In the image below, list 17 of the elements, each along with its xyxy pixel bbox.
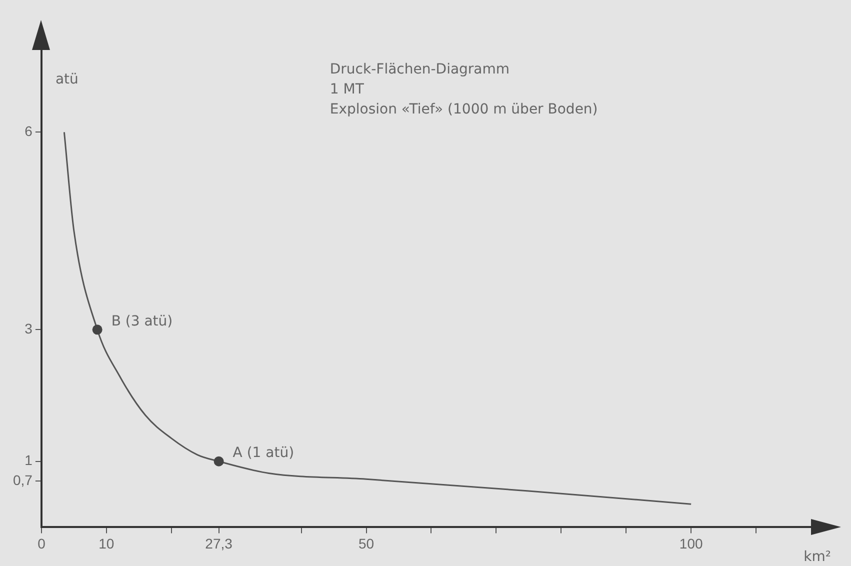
x-tick-label: 0: [38, 535, 46, 552]
line-series: [63, 131, 692, 505]
y-tick-label: 6: [24, 123, 33, 140]
x-tick-label: 10: [98, 535, 114, 552]
y-tick-label: 3: [24, 320, 33, 337]
x-tick-label: 27,3: [205, 535, 233, 552]
annotation: Explosion «Tief» (1000 m über Boden): [330, 102, 598, 118]
y-tick-label: 0,7: [12, 472, 33, 488]
x-tick-label: 50: [358, 535, 374, 552]
annotation: B (3 atü): [111, 313, 173, 330]
y-tick-label: 1: [24, 452, 33, 468]
annotation: A (1 atü): [232, 445, 294, 462]
y-axis-title: atü: [55, 72, 78, 88]
x-axis-title: km²: [804, 548, 831, 565]
text: Druck-Flächen-Diagramm: [330, 62, 510, 78]
x-tick-label: 100: [679, 535, 703, 552]
text: 1 MT: [330, 82, 364, 98]
